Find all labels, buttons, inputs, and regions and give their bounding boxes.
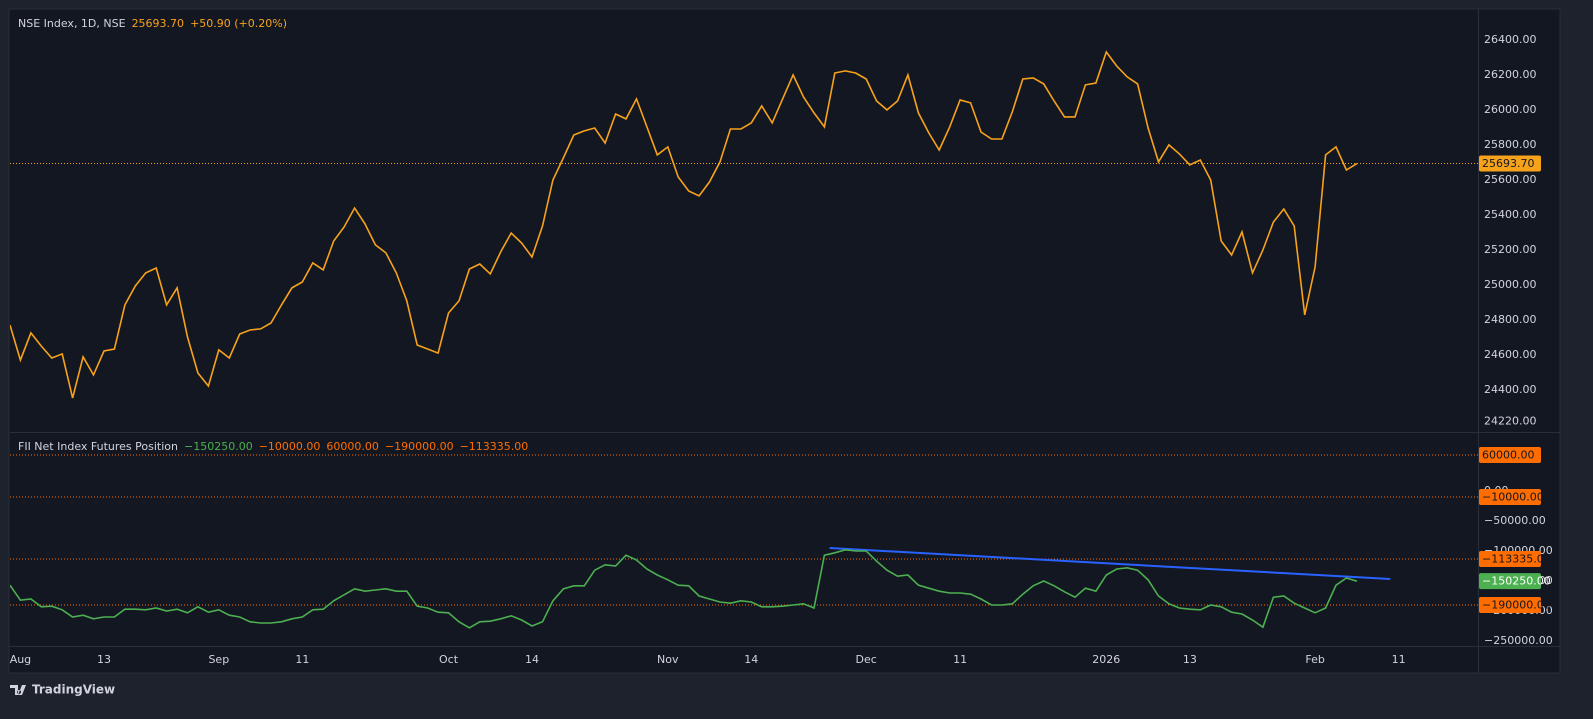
price-tag xyxy=(1479,447,1541,464)
x-tick-label: Aug xyxy=(10,653,31,666)
y-tick-label: 25000.00 xyxy=(1484,278,1537,291)
x-tick-label: Feb xyxy=(1305,653,1324,666)
x-tick-label: 2026 xyxy=(1092,653,1120,666)
y-tick-label: −50000.00 xyxy=(1484,514,1546,527)
x-tick-label: Sep xyxy=(208,653,229,666)
y-tick-label: 26400.00 xyxy=(1484,33,1537,46)
logo-text: TradingView xyxy=(32,683,115,697)
price-tag xyxy=(1479,551,1541,568)
y-tick-label: 24400.00 xyxy=(1484,383,1537,396)
price-tag-label: 25693.70 xyxy=(1482,157,1535,170)
logo-icon xyxy=(10,685,26,695)
y-tick-label: 25400.00 xyxy=(1484,208,1537,221)
x-tick-label: 13 xyxy=(1183,653,1197,666)
legend-value: −113335.00 xyxy=(460,440,529,453)
series-line xyxy=(10,50,1358,399)
y-tick-label: 25800.00 xyxy=(1484,138,1537,151)
legend-value: 60000.00 xyxy=(326,440,379,453)
y-tick-label: −250000.00 xyxy=(1484,634,1553,647)
x-tick-label: Oct xyxy=(439,653,459,666)
legend-title: NSE Index, 1D, NSE xyxy=(18,17,126,30)
y-tick-label: 25200.00 xyxy=(1484,243,1537,256)
y-tick-label: 25600.00 xyxy=(1484,173,1537,186)
y-tick-label: 24600.00 xyxy=(1484,348,1537,361)
x-tick-label: 14 xyxy=(744,653,758,666)
chart-area xyxy=(8,8,1561,674)
logo: TradingView xyxy=(10,683,115,697)
x-tick-label: Dec xyxy=(856,653,877,666)
x-tick-label: 11 xyxy=(295,653,309,666)
y-tick-label: 24800.00 xyxy=(1484,313,1537,326)
x-tick-label: 11 xyxy=(1392,653,1406,666)
legend-value: −190000.00 xyxy=(385,440,454,453)
price-tag-label: −10000.00 xyxy=(1482,491,1544,504)
x-tick-label: 13 xyxy=(97,653,111,666)
trend-line xyxy=(829,547,1391,580)
y-tick-label: 26000.00 xyxy=(1484,103,1537,116)
legend-value: −150250.00 xyxy=(184,440,253,453)
price-tag xyxy=(1479,597,1541,614)
legend-title: FII Net Index Futures Position xyxy=(18,440,178,453)
x-tick-label: 11 xyxy=(953,653,967,666)
series-line xyxy=(10,548,1358,629)
legend-change: +50.90 (+0.20%) xyxy=(190,17,287,30)
y-tick-label: 24220.00 xyxy=(1484,414,1537,427)
legend-value: −10000.00 xyxy=(259,440,321,453)
price-tag xyxy=(1479,489,1541,506)
y-tick-label: 26200.00 xyxy=(1484,68,1537,81)
price-tag-label: −150250.00 xyxy=(1482,575,1551,588)
price-tag-label: −190000.00 xyxy=(1482,599,1551,612)
price-tag-label: 60000.00 xyxy=(1482,449,1535,462)
price-tag xyxy=(1479,155,1541,172)
price-tag xyxy=(1479,573,1541,590)
x-tick-label: Nov xyxy=(657,653,679,666)
price-tag-label: −113335.00 xyxy=(1482,553,1551,566)
x-tick-label: 14 xyxy=(525,653,539,666)
legend-value: 25693.70 xyxy=(132,17,185,30)
